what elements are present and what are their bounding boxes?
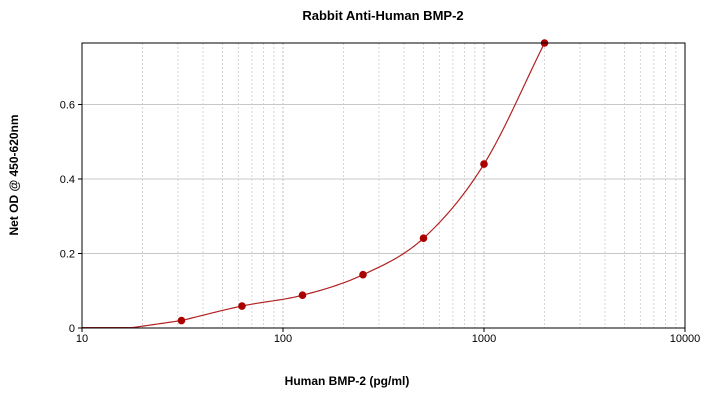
data-point <box>359 270 367 279</box>
y-tick-label: 0 <box>69 323 75 335</box>
grid <box>82 43 685 328</box>
data-point <box>480 160 488 168</box>
x-tick-label: 1000 <box>472 333 496 345</box>
chart-title: Rabbit Anti-Human BMP-2 <box>302 8 463 23</box>
fit-curve <box>82 42 546 329</box>
data-point <box>419 234 428 243</box>
plot-frame <box>81 42 686 329</box>
axes: 10 100 1000 10000 0 0.2 0.4 0.6 <box>60 99 701 345</box>
y-tick-label: 0.2 <box>60 248 75 260</box>
x-tick-label: 10 <box>76 333 88 345</box>
data-point <box>177 316 186 325</box>
data-point <box>238 302 246 310</box>
y-tick-label: 0.4 <box>60 174 75 186</box>
data-point <box>298 291 307 300</box>
x-axis-label: Human BMP-2 (pg/ml) <box>285 374 410 388</box>
y-tick-label: 0.6 <box>60 99 75 111</box>
y-axis-label: Net OD @ 450-620nm <box>7 114 21 235</box>
x-tick-label: 10000 <box>670 333 701 345</box>
fit-curve-layer <box>82 42 546 329</box>
x-tick-label: 100 <box>274 333 292 345</box>
data-points <box>177 39 549 325</box>
